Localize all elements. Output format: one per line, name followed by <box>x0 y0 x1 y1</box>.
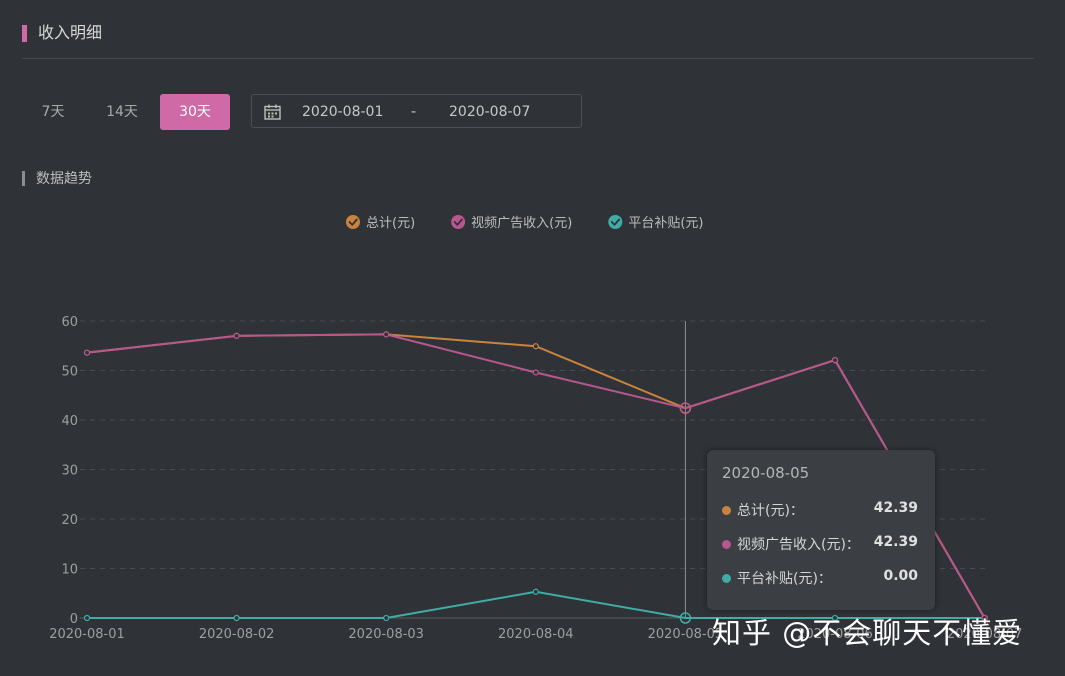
tooltip-dot <box>722 574 731 583</box>
watermark: 知乎 @不会聊天不懂爱 <box>712 616 1023 650</box>
legend-item: 平台补贴(元) <box>608 215 703 231</box>
legend-item: 总计(元) <box>346 215 415 231</box>
tooltip-dot <box>722 540 731 549</box>
check-icon <box>453 218 463 226</box>
trend-accent-bar <box>22 171 25 186</box>
y-tick-label: 10 <box>61 563 78 578</box>
check-icon <box>348 218 358 226</box>
x-tick-label: 2020-08-05 <box>648 627 724 642</box>
calendar-icon <box>264 104 281 120</box>
tooltip-dot <box>722 506 731 515</box>
data-point <box>233 332 240 339</box>
data-point <box>383 331 390 338</box>
section-header: 收入明细 <box>22 22 1034 59</box>
end-date[interactable]: 2020-08-07 <box>449 104 531 120</box>
y-tick-label: 50 <box>61 365 78 380</box>
date-separator: - <box>411 104 417 120</box>
data-point <box>233 614 240 622</box>
section-accent-bar <box>22 25 27 42</box>
data-point <box>679 402 692 414</box>
tooltip-label: 平台补贴(元)： <box>737 571 832 587</box>
data-point <box>679 612 692 624</box>
x-tick-label: 2020-08-06 <box>797 627 873 642</box>
check-circle-icon <box>346 215 360 229</box>
data-point <box>383 614 390 622</box>
tooltip-value: 0.00 <box>883 568 918 584</box>
x-tick-label: 2020-08-02 <box>199 627 275 642</box>
chart-legend: 总计(元) 视频广告收入(元) 平台补贴(元) <box>346 215 703 231</box>
start-date[interactable]: 2020-08-01 <box>302 104 384 120</box>
trend-title: 数据趋势 <box>36 171 92 187</box>
chart-tooltip: 2020-08-05 总计(元)： 42.39 视频广告收入(元)： 42.39… <box>707 450 935 610</box>
data-point <box>831 614 839 622</box>
x-tick-label: 2020-08-07 <box>947 627 1023 642</box>
tab-14-days[interactable]: 14天 <box>106 104 138 120</box>
x-tick-label: 2020-08-03 <box>348 627 424 642</box>
tooltip-label: 总计(元)： <box>737 503 804 519</box>
check-icon <box>610 218 621 226</box>
y-tick-label: 20 <box>61 513 78 528</box>
tooltip-value: 42.39 <box>873 500 918 516</box>
data-point <box>831 357 839 364</box>
tooltip-row-video: 视频广告收入(元)： 42.39 <box>722 534 918 554</box>
y-tick-label: 30 <box>61 464 78 479</box>
legend-label: 视频广告收入(元) <box>471 216 572 231</box>
check-circle-icon <box>608 215 623 229</box>
data-point <box>83 614 91 622</box>
page-title: 收入明细 <box>38 23 103 42</box>
range-tabs: 7天 14天 30天 <box>22 94 237 130</box>
data-point <box>981 614 988 622</box>
x-tick-label: 2020-08-04 <box>498 627 574 642</box>
legend-label: 平台补贴(元) <box>628 216 703 231</box>
y-tick-label: 0 <box>70 612 78 627</box>
tooltip-row-total: 总计(元)： 42.39 <box>722 500 918 520</box>
y-tick-label: 40 <box>61 414 78 429</box>
tooltip-row-subsidy: 平台补贴(元)： 0.00 <box>722 568 918 588</box>
tooltip-label: 视频广告收入(元)： <box>737 537 860 553</box>
data-point <box>532 343 539 350</box>
x-tick-label: 2020-08-01 <box>49 627 125 642</box>
check-circle-icon <box>451 215 466 229</box>
tab-30-days[interactable]: 30天 <box>160 94 230 130</box>
data-point <box>83 349 91 356</box>
tab-7-days[interactable]: 7天 <box>41 104 65 120</box>
tooltip-date: 2020-08-05 <box>722 464 810 482</box>
data-point <box>532 369 539 376</box>
tooltip-value: 42.39 <box>873 534 918 550</box>
y-tick-label: 60 <box>61 315 78 330</box>
legend-label: 总计(元) <box>366 216 415 231</box>
date-range-picker[interactable]: 2020-08-01 - 2020-08-07 <box>251 94 582 128</box>
data-point <box>532 588 539 595</box>
legend-item: 视频广告收入(元) <box>451 215 572 231</box>
